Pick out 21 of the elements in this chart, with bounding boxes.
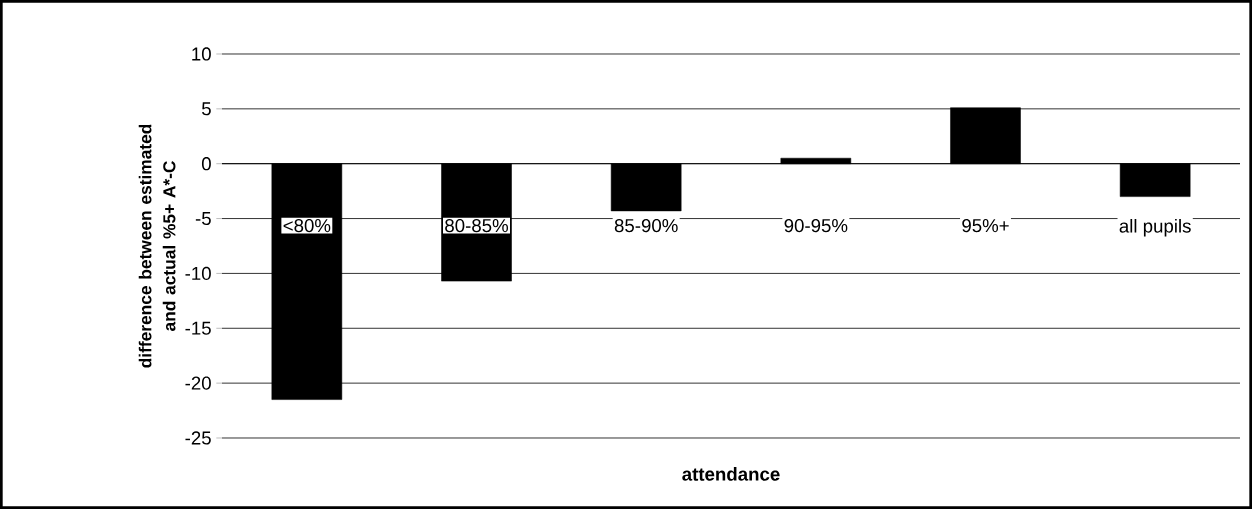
x-tick-label: 95%+ bbox=[962, 218, 1009, 233]
x-axis-title: attendance bbox=[682, 467, 780, 481]
y-tick-label: 5 bbox=[201, 102, 211, 116]
y-tick-label: -20 bbox=[185, 376, 211, 390]
x-tick-label: <80% bbox=[283, 218, 331, 233]
y-tick-label: -15 bbox=[185, 321, 211, 335]
y-tick-label: -25 bbox=[185, 431, 211, 445]
bar bbox=[950, 107, 1021, 164]
y-axis-title: difference between estimated and actual %5+ A*-C bbox=[138, 124, 176, 368]
y-tick-label: -5 bbox=[195, 212, 211, 226]
y-tick-label: -10 bbox=[185, 266, 211, 281]
x-tick-label: 80-85% bbox=[445, 218, 508, 233]
bar bbox=[271, 163, 343, 400]
x-tick-label: 90-95% bbox=[784, 218, 848, 233]
bar bbox=[1119, 163, 1191, 197]
y-tick-label: 10 bbox=[192, 47, 211, 61]
bar bbox=[441, 163, 512, 282]
x-tick-label: 85-90% bbox=[614, 218, 678, 233]
bar bbox=[610, 163, 682, 212]
x-tick-label: all pupils bbox=[1119, 218, 1191, 237]
y-tick-label: 0 bbox=[201, 157, 211, 171]
